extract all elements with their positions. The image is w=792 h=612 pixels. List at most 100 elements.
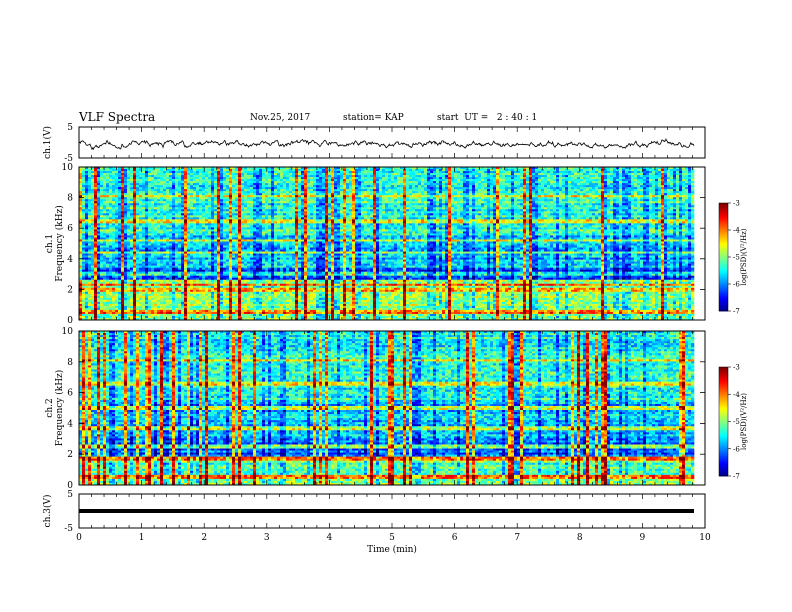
colorbar-segment	[719, 426, 728, 430]
colorbar-segment	[719, 425, 728, 428]
colorbar-segment	[719, 474, 728, 477]
colorbar-segment	[719, 221, 728, 224]
colorbar-segment	[719, 284, 728, 287]
colorbar-segment	[719, 253, 728, 256]
colorbar-tick-label: -5	[733, 254, 740, 262]
panel-2-ylabel: ch.1Frequency (kHz)	[45, 205, 65, 282]
colorbar-segment	[719, 374, 728, 377]
colorbar-segment	[719, 416, 728, 419]
colorbar-segment	[719, 222, 728, 225]
chart-title: VLF Spectra	[79, 110, 155, 124]
colorbar-segment	[719, 246, 728, 249]
colorbar-segment	[719, 276, 728, 279]
colorbar-segment	[719, 278, 728, 281]
panel-4-ylabel: ch.3(V)	[42, 495, 53, 528]
colorbar-segment	[719, 264, 728, 267]
colorbar-segment	[719, 262, 728, 265]
ch2-spectrogram-heatmap	[79, 331, 695, 486]
colorbar-segment	[719, 376, 728, 379]
colorbar-segment	[719, 210, 728, 213]
colorbar-segment	[719, 403, 728, 406]
start-ut-label: start UT = 2 : 40 : 1	[437, 113, 537, 123]
colorbar-segment	[719, 307, 728, 310]
colorbar-segment	[719, 282, 728, 285]
colorbar-segment	[719, 390, 728, 393]
colorbar-segment	[719, 217, 728, 220]
colorbar-tick-label: -4	[733, 391, 740, 399]
colorbar-segment	[719, 287, 728, 290]
colorbar-segment	[719, 230, 728, 233]
colorbar-tick-label: -3	[733, 200, 740, 208]
colorbar-segment	[719, 298, 728, 301]
colorbar-segment	[719, 239, 728, 242]
y-tick-label: 10	[62, 327, 74, 337]
colorbar-tick-label: -4	[733, 227, 740, 235]
colorbar-segment	[719, 305, 728, 308]
colorbar-segment	[719, 228, 728, 231]
y-tick-label: 4	[67, 419, 73, 429]
colorbar-segment	[719, 472, 728, 475]
x-tick-label: 7	[514, 533, 520, 543]
colorbar-segment	[719, 269, 728, 272]
y-tick-label: 5	[67, 490, 73, 500]
y-tick-label: -5	[64, 524, 73, 534]
colorbar-segment	[719, 405, 728, 408]
colorbar-tick-label: -6	[733, 445, 740, 453]
colorbar-segment	[719, 370, 728, 373]
colorbar-segment	[719, 446, 728, 450]
colorbar-segment	[719, 240, 728, 243]
colorbar-segment	[719, 432, 728, 435]
colorbar-segment	[719, 397, 728, 401]
colorbar-segment	[719, 244, 728, 247]
colorbar-segment	[719, 213, 728, 216]
y-tick-label: -5	[64, 154, 73, 164]
colorbar-segment	[719, 437, 728, 441]
x-tick-label: 5	[389, 533, 395, 543]
colorbar-segment	[719, 377, 728, 381]
colorbar-segment	[719, 291, 728, 294]
colorbar-segment	[719, 294, 728, 297]
colorbar-segment	[719, 419, 728, 422]
x-tick-label: 1	[139, 533, 145, 543]
colorbar-segment	[719, 226, 728, 229]
colorbar-segment	[719, 470, 728, 473]
colorbar-segment	[719, 249, 728, 252]
y-tick-label: 2	[67, 285, 73, 295]
colorbar-segment	[719, 381, 728, 384]
colorbar-segment	[719, 468, 728, 471]
colorbar-segment	[719, 441, 728, 444]
colorbar-tick-label: -5	[733, 418, 740, 426]
colorbar-segment	[719, 459, 728, 462]
x-axis-title: Time (min)	[367, 544, 417, 555]
colorbar-segment	[719, 302, 728, 305]
colorbar-segment	[719, 208, 728, 211]
colorbar-segment	[719, 215, 728, 218]
colorbar-segment	[719, 203, 728, 206]
colorbar-label: log(PSD)(V²/Hz)	[740, 228, 748, 285]
colorbar-segment	[719, 452, 728, 455]
colorbar-segment	[719, 303, 728, 306]
colorbar-segment	[719, 257, 728, 260]
colorbar-segment	[719, 237, 728, 240]
colorbar-segment	[719, 412, 728, 415]
colorbar-segment	[719, 206, 728, 209]
colorbar-segment	[719, 385, 728, 388]
station-label: station= KAP	[343, 113, 404, 123]
colorbar-segment	[719, 466, 728, 470]
x-tick-label: 10	[699, 533, 711, 543]
y-tick-label: 5	[67, 123, 73, 133]
y-tick-label: 0	[67, 481, 73, 491]
colorbar-segment	[719, 231, 728, 234]
colorbar-segment	[719, 233, 728, 236]
colorbar-segment	[719, 273, 728, 276]
colorbar-segment	[719, 463, 728, 466]
x-tick-label: 0	[76, 533, 82, 543]
x-tick-label: 9	[640, 533, 646, 543]
colorbar-segment	[719, 248, 728, 251]
colorbar-segment	[719, 379, 728, 382]
colorbar-segment	[719, 394, 728, 397]
colorbar-segment	[719, 392, 728, 395]
colorbar-segment	[719, 454, 728, 457]
y-tick-label: 4	[67, 255, 73, 265]
colorbar-segment	[719, 368, 728, 372]
